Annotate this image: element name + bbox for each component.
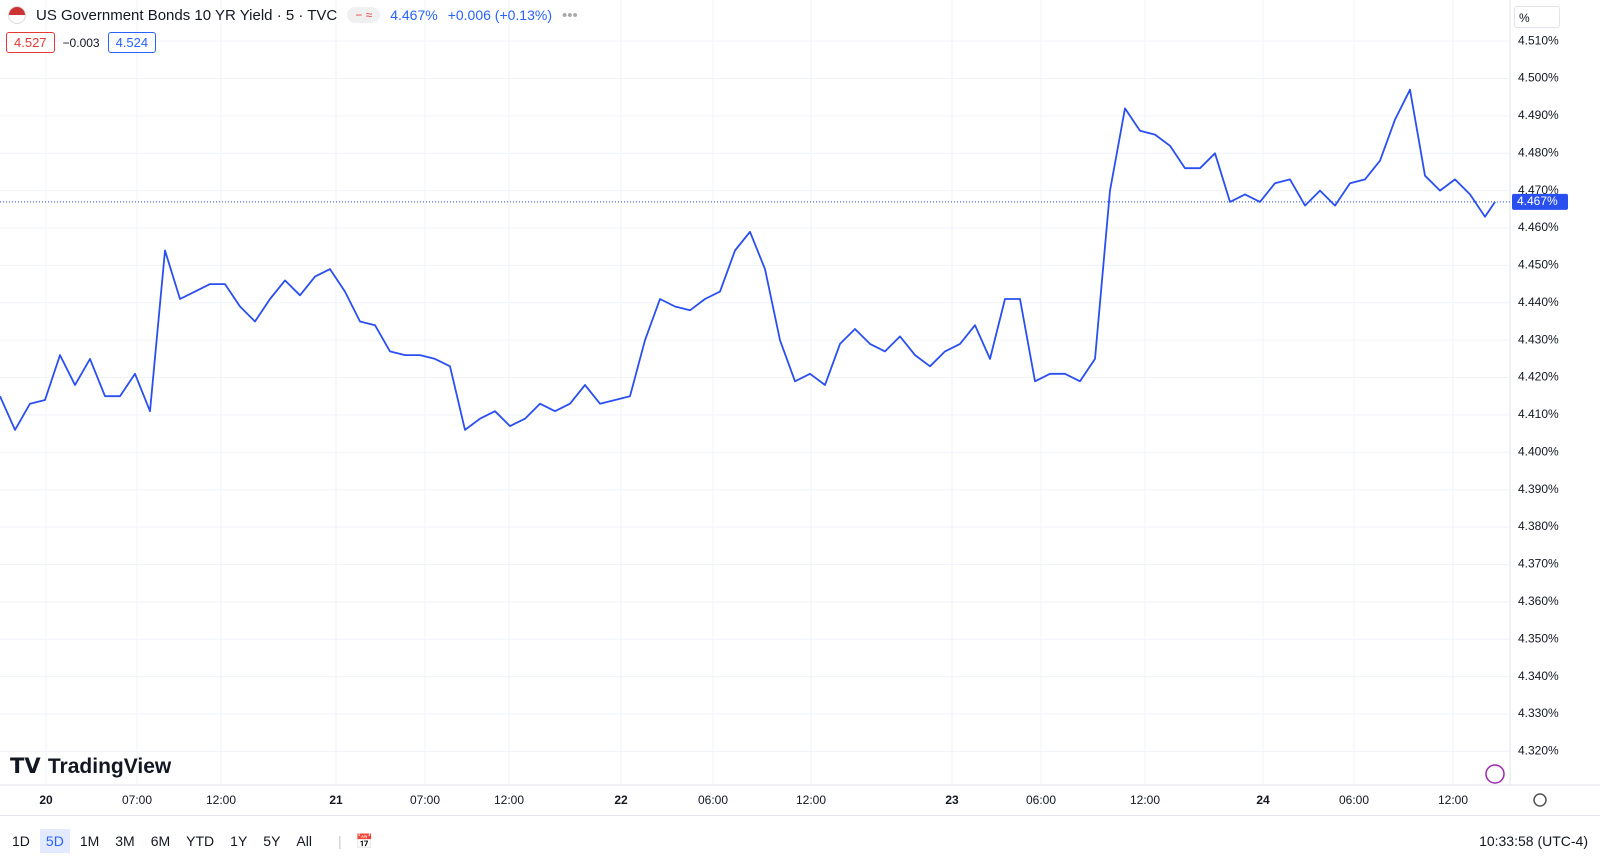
y-tick-label: 4.500% bbox=[1518, 71, 1559, 85]
brand: 𝗧𝗩 TradingView bbox=[10, 754, 172, 778]
y-tick-label: 4.330% bbox=[1518, 706, 1559, 720]
flag-icon bbox=[8, 6, 26, 24]
brand-name: TradingView bbox=[47, 755, 172, 778]
x-tick-label: 12:00 bbox=[494, 793, 524, 807]
symbol-title[interactable]: US Government Bonds 10 YR Yield · 5 · TV… bbox=[36, 6, 338, 24]
status-pill[interactable]: − ≈ bbox=[347, 7, 381, 23]
y-tick-label: 4.510% bbox=[1518, 33, 1559, 47]
spread: −0.003 bbox=[62, 35, 100, 50]
x-tick-label: 12:00 bbox=[796, 793, 826, 807]
y-tick-label: 4.470% bbox=[1518, 183, 1559, 197]
x-tick-label: 22 bbox=[614, 793, 628, 807]
y-tick-label: 4.340% bbox=[1518, 669, 1559, 683]
y-tick-label: 4.380% bbox=[1518, 519, 1559, 533]
y-tick-label: 4.320% bbox=[1518, 744, 1559, 758]
y-tick-label: 4.490% bbox=[1518, 108, 1559, 122]
y-tick-label: 4.440% bbox=[1518, 295, 1559, 309]
more[interactable]: ••• bbox=[561, 6, 578, 24]
date-range-icon[interactable]: 📅 bbox=[355, 832, 374, 849]
x-tick-label: 07:00 bbox=[122, 793, 152, 807]
x-tick-label: 06:00 bbox=[698, 793, 728, 807]
range-button[interactable]: 6M bbox=[150, 833, 171, 849]
x-tick-label: 23 bbox=[945, 793, 959, 807]
y-tick-label: 4.480% bbox=[1518, 145, 1559, 159]
last-price-label: 4.467% bbox=[1517, 194, 1558, 208]
range-button[interactable]: 3M bbox=[115, 833, 135, 849]
change: +0.006 (+0.13%) bbox=[447, 7, 552, 23]
price: 4.467% bbox=[390, 7, 438, 23]
clock: 10:33:58 (UTC-4) bbox=[1479, 833, 1588, 849]
x-tick-label: 06:00 bbox=[1026, 793, 1056, 807]
x-tick-label: 12:00 bbox=[1438, 793, 1468, 807]
range-button[interactable]: All bbox=[296, 833, 312, 849]
x-tick-label: 21 bbox=[329, 793, 343, 807]
last-price-box bbox=[1512, 193, 1568, 210]
y-tick-label: 4.350% bbox=[1518, 631, 1559, 645]
range-button[interactable]: YTD bbox=[186, 833, 215, 849]
price-line bbox=[0, 88, 1496, 431]
settings-icon bbox=[1533, 793, 1547, 807]
y-tick-label: 4.420% bbox=[1518, 370, 1559, 384]
y-tick-label: 4.370% bbox=[1518, 557, 1559, 571]
y-tick-label: 4.400% bbox=[1518, 444, 1559, 458]
x-tick-label: 24 bbox=[1256, 793, 1270, 807]
range-button[interactable]: 5Y bbox=[263, 833, 281, 849]
x-tick-label: 12:00 bbox=[1130, 793, 1160, 807]
range-group: 1D 5D 1M 3M 6M YTD 1Y 5Y All bbox=[6, 829, 318, 853]
y-tick-label: 4.390% bbox=[1518, 482, 1559, 496]
x-tick-label: 07:00 bbox=[410, 793, 440, 807]
scale-mode[interactable]: % bbox=[1514, 6, 1560, 28]
range-button[interactable]: 1M bbox=[79, 833, 100, 849]
lightning-icon bbox=[1485, 764, 1505, 784]
toolbar: 1D 5D 1M 3M 6M YTD 1Y 5Y All | 📅 10:33:58 (UTC-4… bbox=[0, 815, 1600, 865]
range-button[interactable]: 1Y bbox=[230, 833, 248, 849]
y-tick-label: 4.410% bbox=[1518, 407, 1559, 421]
y-tick-label: 4.360% bbox=[1518, 594, 1559, 608]
ask[interactable]: 4.524 bbox=[107, 32, 157, 53]
y-tick-label: 4.460% bbox=[1518, 220, 1559, 234]
range-button[interactable]: 1D bbox=[12, 833, 30, 849]
divider: | bbox=[337, 833, 342, 849]
x-tick-label: 20 bbox=[39, 793, 53, 807]
header: US Government Bonds 10 YR Yield · 5 · TV… bbox=[8, 6, 578, 24]
y-tick-label: 4.430% bbox=[1518, 332, 1559, 346]
bid[interactable]: 4.527 bbox=[6, 32, 55, 53]
x-tick-label: 12:00 bbox=[206, 793, 236, 807]
range-button[interactable]: 5D bbox=[39, 829, 70, 853]
chart: 4.320% 4.330% 4.340% 4.350% 4.360% 4.370% 4.38… bbox=[0, 0, 1600, 807]
y-tick-label: 4.450% bbox=[1518, 258, 1559, 272]
x-tick-label: 06:00 bbox=[1339, 793, 1369, 807]
quotes: 4.527 −0.003 4.524 bbox=[6, 32, 157, 53]
